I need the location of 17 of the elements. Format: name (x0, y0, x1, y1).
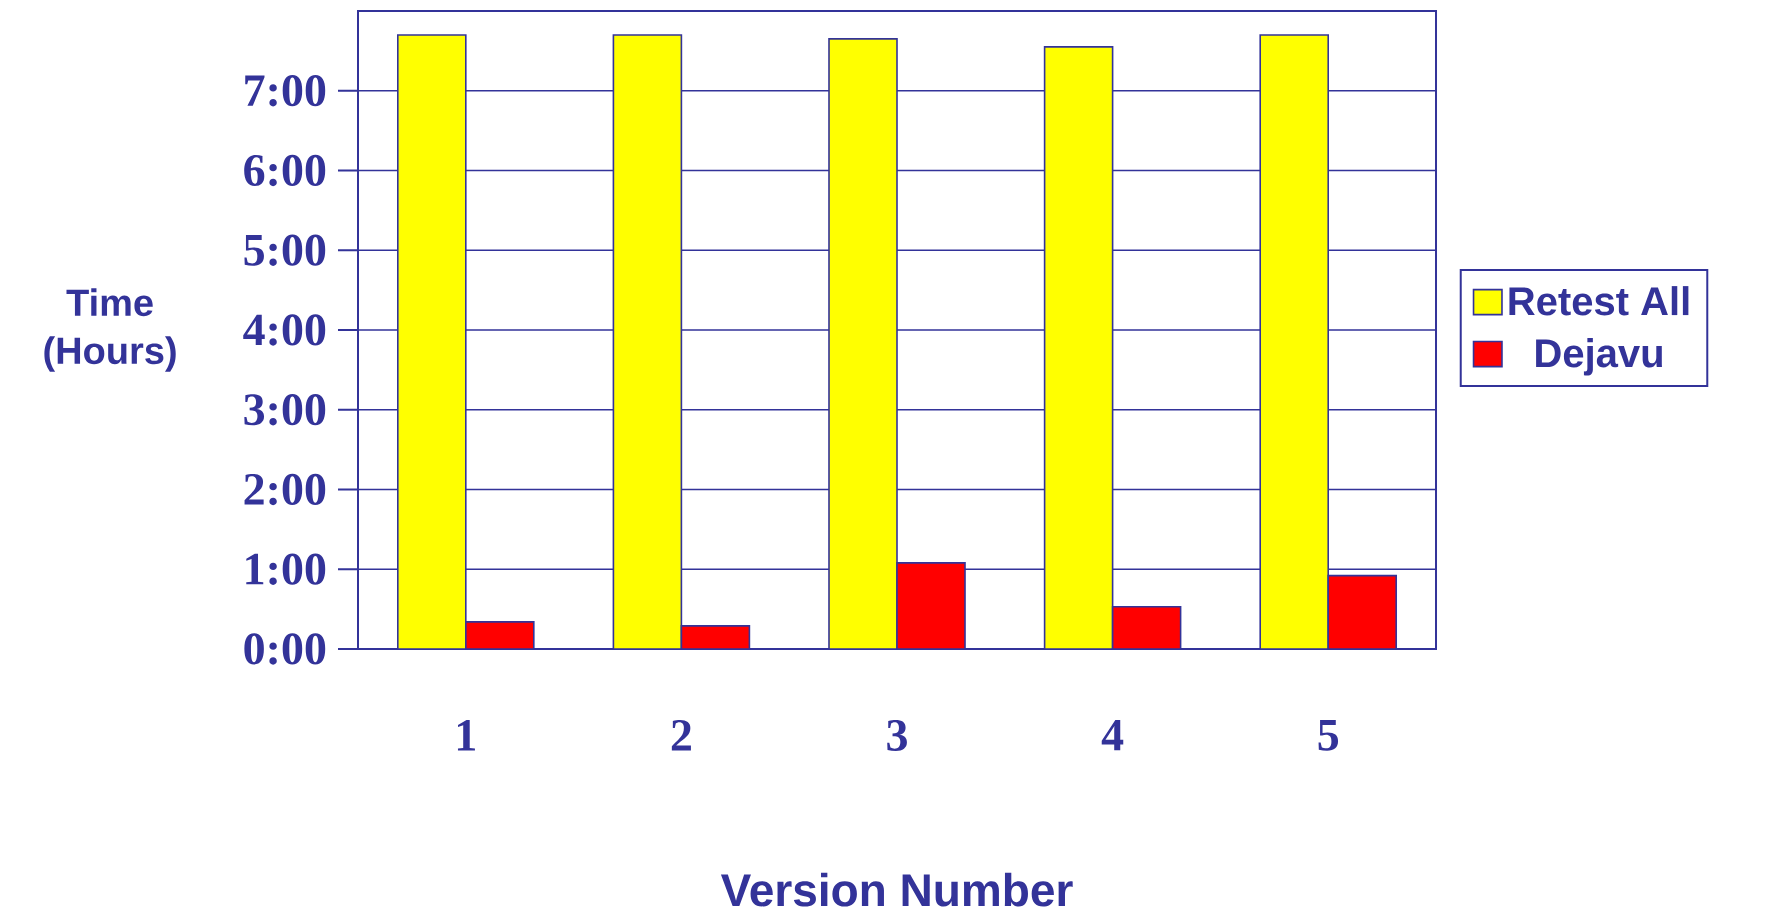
x-tick-label: 3 (887, 719, 907, 751)
x-tick-label: 4 (1101, 719, 1124, 751)
x-tick-label: 5 (1318, 719, 1339, 751)
x-tick-label: 1 (457, 720, 475, 751)
y-tick-label: 7:00 (245, 75, 326, 107)
x-axis-title: Version Number (720, 872, 1073, 907)
y-tick-label: 0:00 (244, 633, 326, 665)
y-tick-label: 3:00 (244, 394, 326, 426)
y-tick-label: 2:00 (244, 473, 326, 506)
legend-label: Retest All (1509, 286, 1689, 316)
y-tick-label: 1:00 (246, 553, 326, 585)
x-tick-label: 2 (671, 719, 691, 751)
y-tick-label: 5:00 (244, 234, 326, 266)
y-axis-title: Time (Hours) (44, 288, 176, 372)
legend-label: Dejavu (1536, 338, 1662, 376)
y-tick-label: 6:00 (244, 154, 326, 187)
y-tick-label: 4:00 (243, 314, 326, 346)
